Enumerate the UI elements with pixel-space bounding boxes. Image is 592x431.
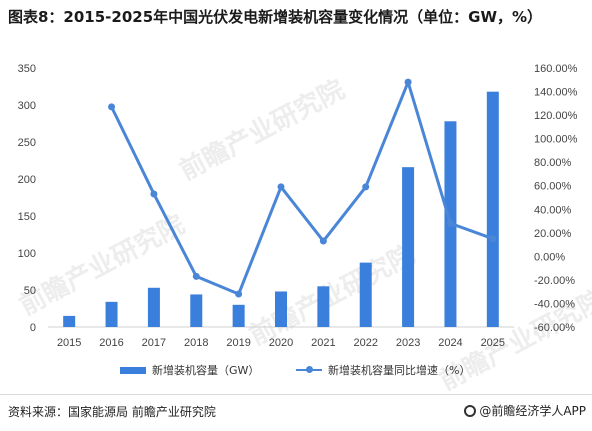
y-left-tick-label: 50 bbox=[24, 285, 36, 297]
bar bbox=[402, 167, 415, 327]
y-right-tick-label: 20.00% bbox=[534, 228, 572, 240]
bar bbox=[486, 91, 499, 328]
line-point bbox=[404, 78, 412, 86]
x-tick-label: 2025 bbox=[481, 337, 505, 349]
source-note: 资料来源：国家能源局 前瞻产业研究院 bbox=[8, 405, 216, 419]
y-right-tick-label: 120.00% bbox=[534, 110, 578, 122]
x-axis: 2015 2016 2017 2018 2019 2020 2021 2022 2023 2024… bbox=[48, 326, 514, 349]
y-left-tick-label: 250 bbox=[18, 137, 36, 149]
x-tick-label: 2020 bbox=[269, 337, 293, 349]
line-point bbox=[362, 183, 370, 191]
y-right-tick-label: 100.00% bbox=[534, 134, 578, 146]
legend-bar-swatch bbox=[120, 366, 146, 374]
bar bbox=[317, 286, 330, 327]
brand-credit: @前瞻经济学人APP bbox=[464, 402, 586, 419]
y-left-tick-label: 0 bbox=[30, 322, 36, 334]
legend-line-swatch bbox=[296, 366, 322, 373]
x-tick-label: 2017 bbox=[142, 337, 166, 349]
chart-canvas: 0 50 100 150 200 250 300 350 -60.00% -40.00% -20.… bbox=[18, 63, 578, 349]
brand-text: @前瞻经济学人APP bbox=[479, 404, 586, 418]
y-left-tick-label: 300 bbox=[18, 100, 36, 112]
x-tick-label: 2019 bbox=[226, 337, 250, 349]
line-point bbox=[235, 290, 243, 298]
line-series bbox=[108, 78, 497, 298]
right-axis: -60.00% -40.00% -20.00% 0.00% 20.00% 40.00% 60… bbox=[534, 63, 578, 334]
bar bbox=[105, 301, 118, 327]
y-right-tick-label: 140.00% bbox=[534, 87, 578, 99]
y-right-tick-label: 80.00% bbox=[534, 157, 572, 169]
legend-line-label: 新增装机容量同比增速（%） bbox=[328, 364, 471, 377]
y-right-tick-label: 40.00% bbox=[534, 204, 572, 216]
bar bbox=[63, 315, 76, 327]
y-right-tick-label: 160.00% bbox=[534, 63, 578, 75]
chart-title: 图表8：2015-2025年中国光伏发电新增装机容量变化情况（单位：GW，%） bbox=[8, 8, 543, 26]
y-right-tick-label: -60.00% bbox=[534, 322, 575, 334]
bar bbox=[232, 304, 245, 327]
y-right-tick-label: -40.00% bbox=[534, 298, 575, 310]
y-left-tick-label: 200 bbox=[18, 174, 36, 186]
legend: 新增装机容量（GW） 新增装机容量同比增速（%） bbox=[0, 362, 592, 378]
legend-item-line: 新增装机容量同比增速（%） bbox=[296, 362, 470, 378]
x-tick-label: 2018 bbox=[184, 337, 208, 349]
line-point bbox=[489, 235, 497, 243]
bar bbox=[359, 262, 372, 327]
bar bbox=[275, 291, 287, 327]
bar bbox=[190, 294, 203, 327]
legend-item-bar: 新增装机容量（GW） bbox=[120, 362, 259, 378]
line-point bbox=[108, 103, 116, 111]
line-path bbox=[110, 80, 494, 296]
line-point bbox=[319, 237, 327, 245]
bar bbox=[147, 287, 160, 327]
line-point bbox=[277, 183, 285, 191]
x-tick-label: 2015 bbox=[57, 337, 81, 349]
footer-divider bbox=[0, 394, 592, 395]
x-tick-label: 2024 bbox=[438, 337, 462, 349]
bar-series bbox=[63, 91, 499, 328]
x-tick-label: 2016 bbox=[99, 337, 123, 349]
left-axis: 0 50 100 150 200 250 300 350 bbox=[18, 63, 36, 334]
line-point bbox=[446, 219, 454, 227]
line-point bbox=[192, 272, 200, 280]
y-right-tick-label: 60.00% bbox=[534, 181, 572, 193]
y-right-tick-label: 0.00% bbox=[534, 251, 565, 263]
x-tick-label: 2023 bbox=[396, 337, 420, 349]
legend-bar-label: 新增装机容量（GW） bbox=[152, 364, 260, 377]
x-tick-label: 2022 bbox=[353, 337, 377, 349]
brand-logo-icon bbox=[464, 404, 477, 417]
y-left-tick-label: 150 bbox=[18, 211, 36, 223]
line-point bbox=[150, 190, 158, 198]
y-left-tick-label: 100 bbox=[18, 248, 36, 260]
x-tick-label: 2021 bbox=[311, 337, 335, 349]
y-right-tick-label: -20.00% bbox=[534, 275, 575, 287]
y-left-tick-label: 350 bbox=[18, 63, 36, 75]
